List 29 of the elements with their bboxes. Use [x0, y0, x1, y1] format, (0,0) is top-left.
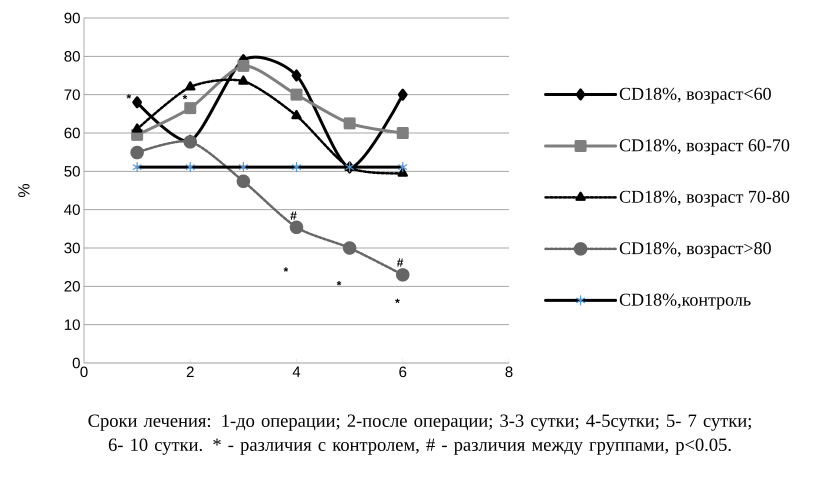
legend-label: CD18%, возраст 70-80 [620, 190, 790, 206]
x-tick-label: 2 [186, 366, 194, 378]
annotation: * [336, 281, 342, 286]
text: Сроки лечения: 1-до операции; 2-после операции; 3-3 сутки; 4-5сутки; 5- 7 сутки; 6- 10 сутки. * - различия с контролем, # - различия между группами, p<0.05. [88, 414, 751, 455]
y-tick-label: 80 [64, 51, 80, 62]
y-tick-label: 40 [64, 204, 80, 215]
annotation: * [182, 94, 188, 100]
legend-label: CD18%, возраст 60-70 [620, 139, 790, 156]
y-tick-label: 30 [64, 242, 80, 254]
annotation: * [126, 94, 132, 99]
x-tick-label: 6 [399, 366, 406, 378]
y-tick-label: 60 [64, 128, 80, 138]
x-tick-label: 0 [80, 366, 88, 378]
y-axis-title: % [18, 184, 30, 198]
legend-label: CD18%, возраст<60 [620, 88, 771, 104]
x-tick-label: 8 [505, 366, 513, 378]
y-tick-label: 0 [72, 358, 80, 368]
annotation: # [290, 212, 297, 220]
y-tick-label: 20 [64, 281, 80, 292]
annotation: # [396, 258, 404, 267]
x-tick-label: 4 [292, 366, 300, 377]
y-tick-label: 70 [64, 89, 80, 100]
y-tick-label: 90 [64, 12, 80, 24]
y-tick-label: 50 [64, 166, 80, 177]
legend-label: CD18%,контроль [620, 294, 751, 310]
annotation: * [395, 298, 400, 304]
annotation: * [284, 267, 288, 272]
y-tick-label: 10 [64, 319, 80, 330]
legend-label: CD18%, возраст>80 [620, 242, 771, 258]
